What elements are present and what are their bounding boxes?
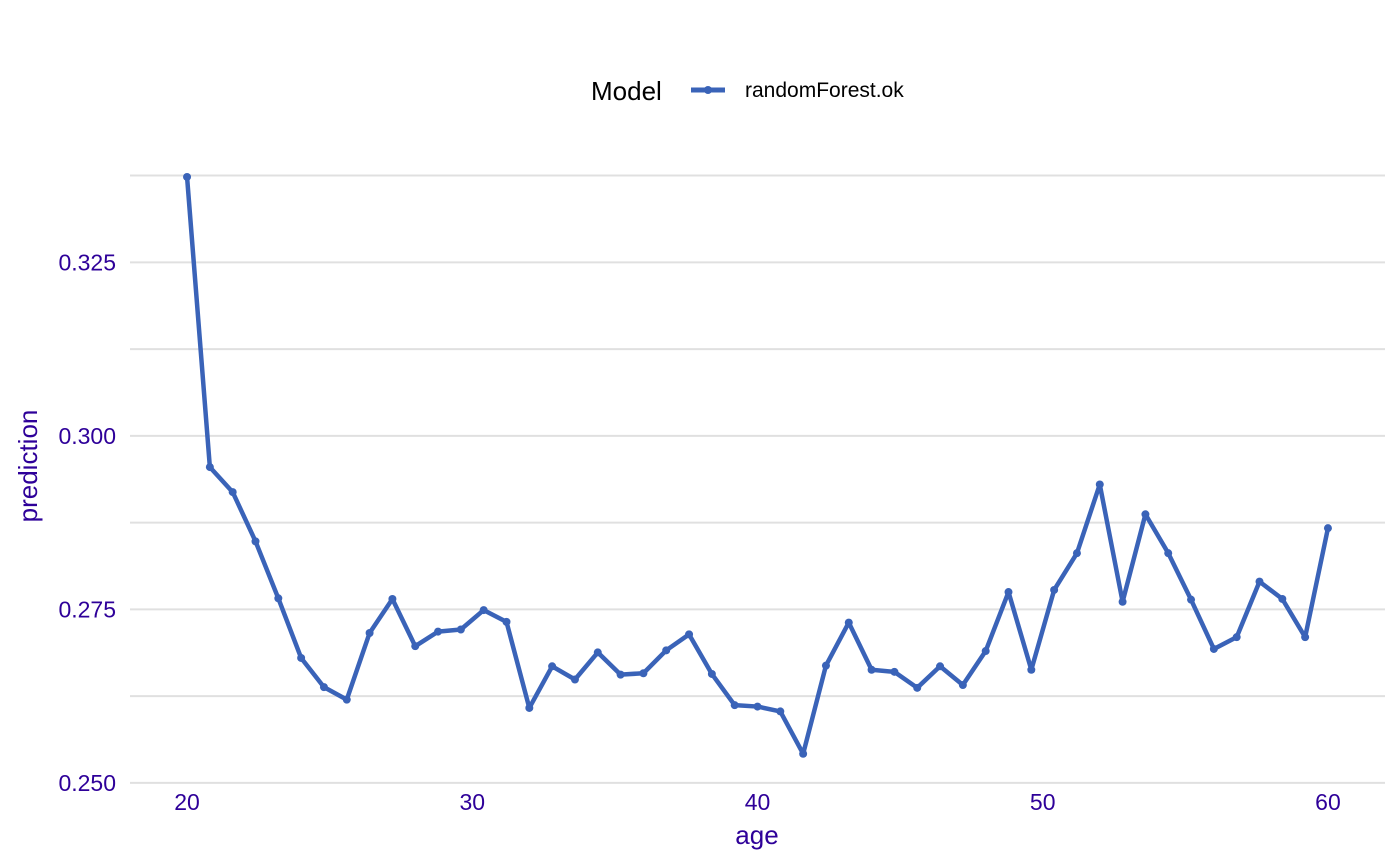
- data-point: [1232, 633, 1241, 642]
- data-point: [1027, 665, 1036, 674]
- x-axis-ticks: 20 30 40 50 60: [174, 789, 1341, 815]
- data-point: [776, 707, 785, 716]
- data-point: [388, 594, 397, 603]
- data-point: [890, 667, 899, 676]
- data-point: [730, 701, 739, 710]
- data-point: [844, 618, 853, 627]
- x-tick-label: 50: [1030, 789, 1056, 815]
- y-tick-label: 0.325: [58, 249, 116, 275]
- data-point: [1323, 524, 1332, 533]
- data-point: [183, 172, 192, 181]
- data-point: [1050, 585, 1059, 594]
- legend-title: Model: [591, 76, 662, 106]
- data-point: [913, 683, 922, 692]
- data-point: [251, 537, 260, 546]
- data-point: [1141, 510, 1150, 519]
- data-point: [411, 642, 420, 651]
- data-point: [981, 647, 990, 656]
- data-point: [525, 703, 534, 712]
- series-randomForest-ok: [183, 172, 1332, 758]
- data-point: [319, 683, 328, 692]
- legend-point-swatch: [704, 86, 712, 94]
- data-point: [936, 662, 945, 671]
- data-point: [1004, 588, 1013, 597]
- data-point: [1118, 597, 1127, 606]
- data-point: [685, 630, 694, 639]
- data-point: [593, 648, 602, 657]
- data-point: [570, 675, 579, 684]
- data-point: [365, 628, 374, 637]
- data-point: [1187, 595, 1196, 604]
- data-point: [821, 661, 830, 670]
- data-point: [639, 669, 648, 678]
- data-point: [205, 463, 214, 472]
- data-point: [434, 627, 443, 636]
- data-point: [479, 606, 488, 615]
- x-tick-label: 30: [459, 789, 485, 815]
- data-point: [1301, 633, 1310, 642]
- y-axis-ticks: 0.250 0.275 0.300 0.325: [58, 249, 116, 796]
- data-point: [662, 646, 671, 655]
- data-point: [753, 702, 762, 711]
- data-point: [1209, 644, 1218, 653]
- data-point: [342, 695, 351, 704]
- x-tick-label: 20: [174, 789, 200, 815]
- y-tick-label: 0.300: [58, 423, 116, 449]
- data-point: [1164, 549, 1173, 558]
- gridlines: [130, 174, 1385, 784]
- series-line: [184, 174, 1331, 757]
- data-point: [228, 488, 237, 497]
- data-point: [616, 670, 625, 679]
- y-axis-title: prediction: [13, 410, 43, 523]
- x-axis-title: age: [735, 820, 778, 850]
- data-point: [958, 681, 967, 690]
- y-tick-label: 0.275: [58, 596, 116, 622]
- data-point: [297, 653, 306, 662]
- data-point: [456, 625, 465, 634]
- data-point: [1095, 480, 1104, 489]
- x-tick-label: 40: [745, 789, 771, 815]
- data-point: [502, 617, 511, 626]
- data-point: [867, 665, 876, 674]
- data-point: [1255, 577, 1264, 586]
- data-point: [1278, 594, 1287, 603]
- data-point: [707, 669, 716, 678]
- x-tick-label: 60: [1315, 789, 1341, 815]
- legend-series-label: randomForest.ok: [745, 79, 904, 102]
- data-point: [1072, 549, 1081, 558]
- legend: Model randomForest.ok: [591, 76, 904, 106]
- data-point: [274, 594, 283, 603]
- data-point: [799, 749, 808, 758]
- y-tick-label: 0.250: [58, 770, 116, 796]
- data-point: [548, 662, 557, 671]
